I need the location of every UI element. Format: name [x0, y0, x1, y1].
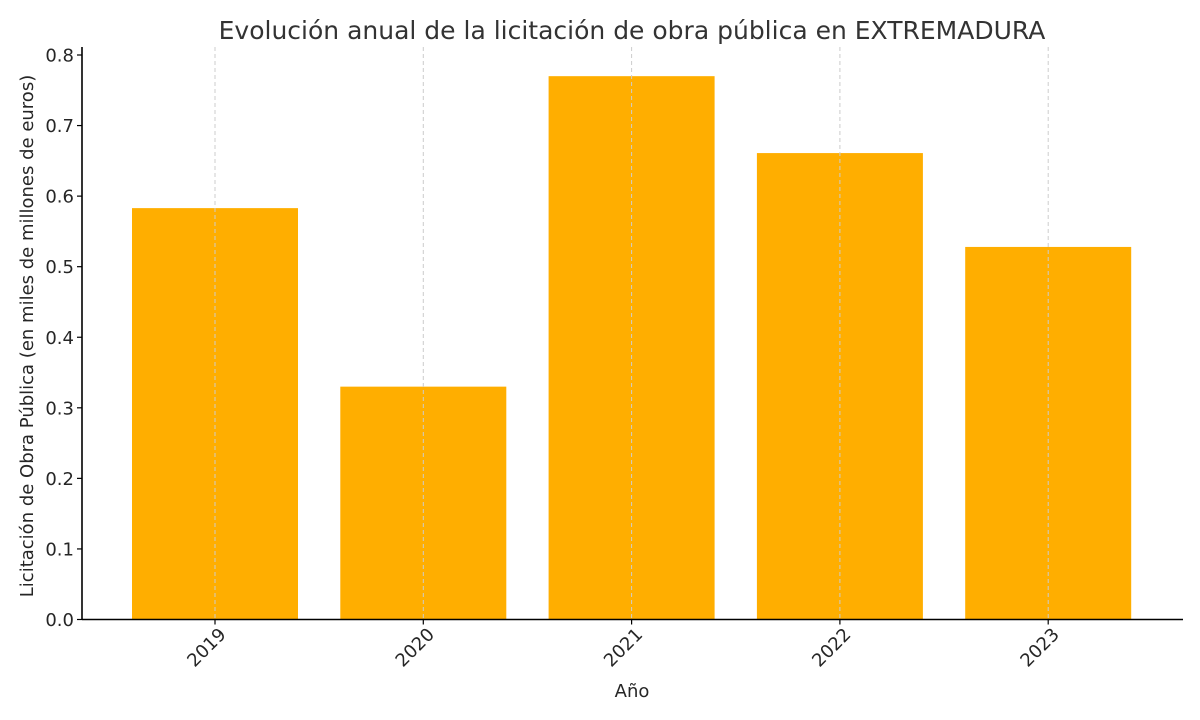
y-ticks: 0.0 0.1 0.2 0.3 0.4 0.5 0.6 0.7 0.8 [45, 46, 82, 631]
grid-lines [214, 47, 1049, 620]
chart-title: Evolución anual de la licitación de obra… [219, 16, 1046, 45]
x-tick-label: 2019 [183, 624, 230, 671]
x-ticks: 2019 2020 2021 2022 2023 [183, 619, 1064, 671]
y-tick-label: 0.4 [45, 328, 74, 349]
y-tick-label: 0.8 [45, 46, 74, 67]
y-tick-label: 0.1 [45, 539, 74, 560]
y-tick-label: 0.7 [45, 116, 74, 137]
y-tick-label: 0.0 [45, 610, 74, 631]
x-axis-label: Año [615, 681, 650, 702]
y-tick-label: 0.3 [45, 398, 74, 419]
y-tick-label: 0.2 [45, 469, 74, 490]
x-tick-label: 2023 [1016, 624, 1063, 671]
y-tick-label: 0.6 [45, 187, 74, 208]
x-tick-label: 2021 [600, 624, 647, 671]
y-axis-label: Licitación de Obra Pública (en miles de … [17, 75, 38, 597]
x-tick-label: 2020 [392, 624, 439, 671]
axes [81, 47, 1183, 621]
x-tick-label: 2022 [808, 624, 855, 671]
y-tick-label: 0.5 [45, 257, 74, 278]
